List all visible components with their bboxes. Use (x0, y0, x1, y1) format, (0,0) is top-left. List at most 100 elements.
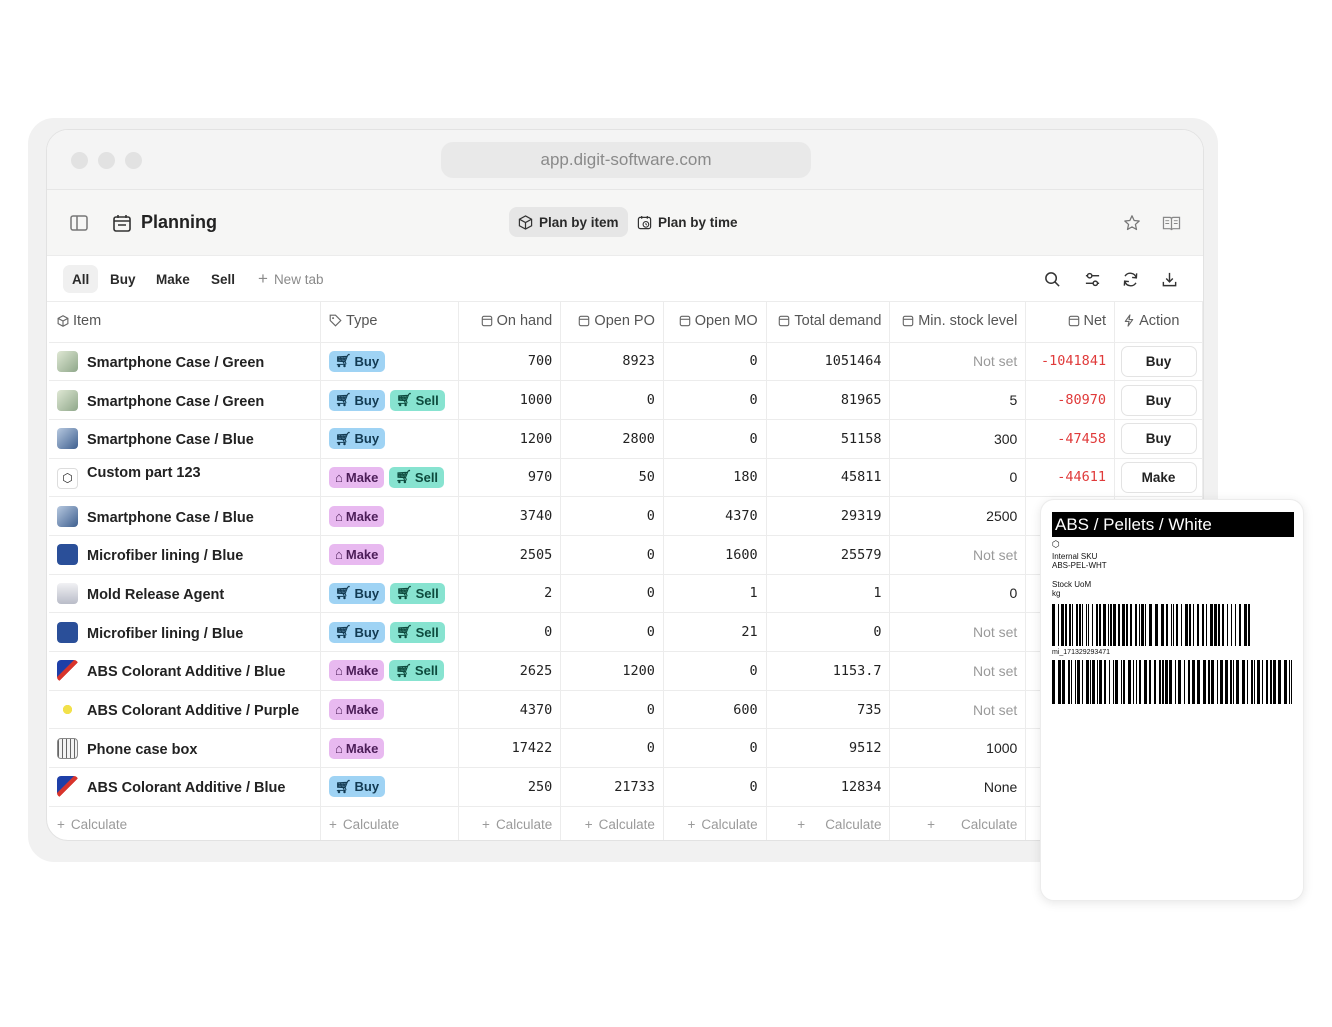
item-cell[interactable]: Microfiber lining / Blue (49, 535, 322, 575)
action-cell: Make (1114, 458, 1203, 498)
window-close-dot[interactable] (71, 152, 88, 169)
item-cell[interactable]: Smartphone Case / Green (49, 380, 322, 420)
star-icon[interactable] (1122, 213, 1142, 233)
cart-icon: 🛒︎ (335, 585, 352, 601)
tab-buy[interactable]: Buy (110, 271, 136, 287)
table-row[interactable]: Mold Release Agent 🛒︎ Buy 🛒︎ Sell 2 0 1 1 0 (49, 574, 1203, 614)
calculate-min-stock[interactable]: + Calculate (889, 806, 1027, 840)
refresh-icon[interactable] (1120, 269, 1140, 289)
col-header-item[interactable]: Item (49, 302, 322, 343)
min-stock-cell: None (889, 767, 1027, 807)
calculate-open-po[interactable]: + Calculate (560, 806, 664, 840)
table-row[interactable]: ⬡ Custom part 123 ⌂ Make 🛒︎ Sell 970 50 180 … (49, 458, 1203, 498)
window-maximize-dot[interactable] (125, 152, 142, 169)
type-cell: 🛒︎ Buy 🛒︎ Sell (320, 612, 459, 652)
open-po-cell: 0 (560, 728, 664, 769)
table-row[interactable]: Smartphone Case / Blue ⌂ Make 3740 0 4370… (49, 496, 1203, 536)
table-row[interactable]: ABS Colorant Additive / Blue 🛒︎ Buy 250 2… (49, 767, 1203, 807)
plus-icon: + (687, 817, 696, 832)
table-row[interactable]: Smartphone Case / Blue 🛒︎ Buy 1200 2800 0… (49, 419, 1203, 459)
on-hand-cell: 1200 (458, 419, 562, 459)
item-cell[interactable]: ABS Colorant Additive / Blue (49, 767, 322, 807)
badge-label: Make (345, 702, 379, 718)
open-po-cell: 0 (560, 690, 664, 730)
filter-sliders-icon[interactable] (1082, 269, 1102, 289)
table-row[interactable]: Smartphone Case / Green 🛒︎ Buy 700 8923 0… (49, 342, 1203, 382)
action-cell: Buy (1114, 419, 1203, 459)
make-action-button[interactable]: Make (1120, 461, 1197, 493)
item-name: Phone case box (87, 741, 198, 758)
tab-sell[interactable]: Sell (211, 271, 236, 287)
calculate-item[interactable]: + Calculate (49, 806, 322, 840)
col-header-open-mo[interactable]: Open MO (663, 302, 767, 343)
factory-icon: ⌂ (335, 740, 343, 756)
item-cell[interactable]: Smartphone Case / Blue (49, 496, 322, 536)
sell-badge: 🛒︎ Sell (390, 582, 445, 604)
sidebar-toggle-icon[interactable] (69, 214, 89, 232)
type-cell: ⌂ Make 🛒︎ Sell (320, 458, 459, 498)
open-po-cell: 0 (560, 574, 664, 614)
net-cell: -80970 (1025, 380, 1116, 420)
download-icon[interactable] (1159, 269, 1179, 289)
calculate-open-mo[interactable]: + Calculate (663, 806, 767, 840)
col-header-net[interactable]: Net (1025, 302, 1116, 343)
item-name: Custom part 123 (87, 465, 201, 482)
item-cell[interactable]: ABS Colorant Additive / Blue (49, 651, 322, 691)
database-icon (481, 315, 493, 331)
item-cell[interactable]: Phone case box (49, 728, 322, 769)
new-tab-button[interactable]: + New tab (249, 265, 332, 293)
item-cell[interactable]: ABS Colorant Additive / Purple (49, 690, 322, 730)
col-header-total-demand[interactable]: Total demand (766, 302, 891, 343)
buy-action-button[interactable]: Buy (1120, 423, 1197, 455)
factory-icon: 🛒︎ (335, 353, 352, 369)
book-icon[interactable] (1161, 213, 1181, 233)
col-header-min-stock[interactable]: Min. stock level (889, 302, 1027, 343)
plan-by-time-toggle[interactable]: Plan by time (628, 207, 747, 237)
table-row[interactable]: Smartphone Case / Green 🛒︎ Buy 🛒︎ Sell 1000… (49, 380, 1203, 420)
table-row[interactable]: Phone case box ⌂ Make 17422 0 0 9512 1000 (49, 728, 1203, 769)
plus-icon: + (584, 817, 593, 832)
item-name: Smartphone Case / Green (87, 354, 265, 371)
item-cell[interactable]: Mold Release Agent (49, 574, 322, 614)
min-stock-cell: Not set (889, 612, 1027, 652)
calculate-label: Calculate (70, 817, 128, 832)
item-cell[interactable]: Microfiber lining / Blue (49, 612, 322, 652)
col-header-action[interactable]: Action (1114, 302, 1203, 343)
calculate-type[interactable]: + Calculate (320, 806, 459, 840)
item-name: ABS Colorant Additive / Purple (87, 703, 300, 720)
cart-icon: 🛒︎ (335, 624, 352, 640)
col-header-on-hand[interactable]: On hand (458, 302, 562, 343)
cart-icon: 🛒︎ (396, 585, 413, 601)
open-mo-cell: 0 (663, 728, 767, 769)
item-cell[interactable]: ⬡ Custom part 123 (49, 458, 322, 498)
buy-action-button[interactable]: Buy (1120, 345, 1197, 377)
col-header-type-label: Type (346, 312, 378, 329)
plan-by-item-toggle[interactable]: Plan by item (509, 207, 628, 237)
open-po-cell: 0 (560, 380, 664, 420)
col-header-open-po[interactable]: Open PO (560, 302, 664, 343)
item-cell[interactable]: Smartphone Case / Green (49, 342, 322, 382)
col-header-type[interactable]: Type (320, 302, 459, 343)
tab-all[interactable]: All (63, 265, 99, 293)
browser-titlebar: app.digit-software.com (47, 130, 1203, 190)
buy-action-button[interactable]: Buy (1120, 384, 1197, 416)
table-row[interactable]: ABS Colorant Additive / Blue ⌂ Make 🛒︎ Sell… (49, 651, 1203, 691)
min-stock-cell: Not set (889, 690, 1027, 730)
item-cell[interactable]: Smartphone Case / Blue (49, 419, 322, 459)
table-row[interactable]: Microfiber lining / Blue ⌂ Make 2505 0 16… (49, 535, 1203, 575)
on-hand-cell: 3740 (458, 496, 562, 536)
calculate-total-demand[interactable]: + Calculate (766, 806, 891, 840)
search-icon[interactable] (1042, 269, 1062, 289)
calculate-on-hand[interactable]: + Calculate (458, 806, 562, 840)
address-bar[interactable]: app.digit-software.com (441, 142, 811, 178)
open-mo-cell: 600 (663, 690, 767, 730)
make-badge: ⌂ Make (329, 660, 385, 682)
table-row[interactable]: Microfiber lining / Blue 🛒︎ Buy 🛒︎ Sell 0 0… (49, 612, 1203, 652)
badge-label: Sell (415, 585, 439, 601)
cart-icon: 🛒︎ (395, 469, 412, 485)
cart-icon: 🛒︎ (396, 624, 413, 640)
tab-make[interactable]: Make (156, 271, 190, 287)
table-row[interactable]: ABS Colorant Additive / Purple ⌂ Make 437… (49, 690, 1203, 730)
factory-icon: ⌂ (335, 508, 343, 524)
window-minimize-dot[interactable] (98, 152, 115, 169)
